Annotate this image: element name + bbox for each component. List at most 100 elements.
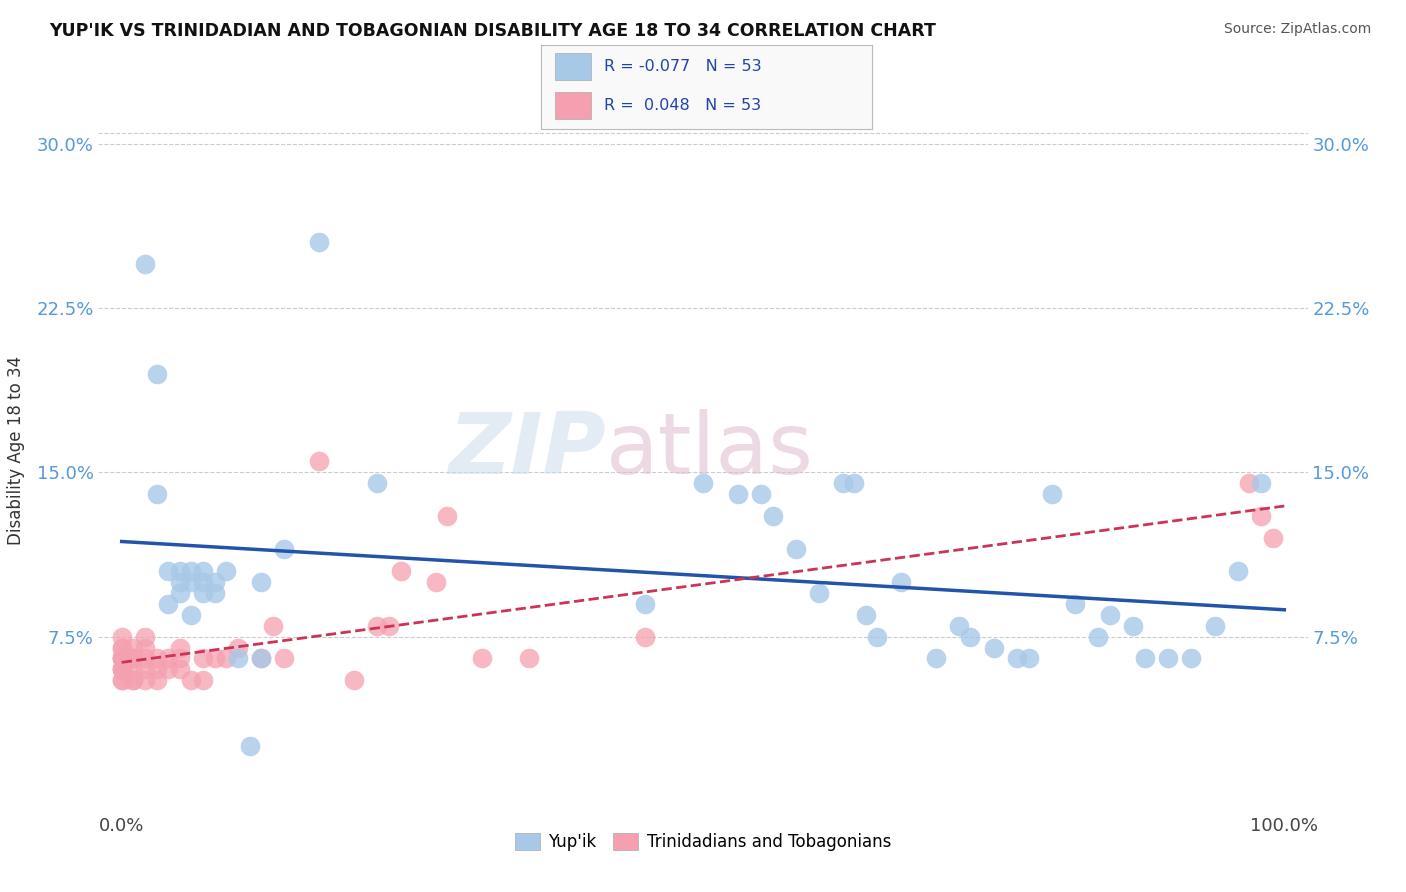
Point [145, 651, 167, 665]
Point [866, 630, 889, 644]
Point [1250, 476, 1272, 491]
Point [692, 476, 714, 491]
Point [1133, 651, 1156, 665]
Point [134, 630, 156, 644]
Point [111, 651, 134, 665]
Point [1261, 531, 1284, 545]
Point [308, 454, 330, 468]
Point [191, 574, 214, 589]
Point [111, 651, 134, 665]
Point [1064, 597, 1087, 611]
Point [844, 476, 866, 491]
Point [1098, 607, 1121, 622]
Point [1250, 509, 1272, 524]
Point [134, 662, 156, 676]
Point [191, 564, 214, 578]
Point [191, 586, 214, 600]
Point [169, 564, 191, 578]
Point [111, 640, 134, 655]
Point [204, 574, 226, 589]
Point [204, 651, 226, 665]
Point [250, 574, 273, 589]
Legend: Yup'ik, Trinidadians and Tobagonians: Yup'ik, Trinidadians and Tobagonians [509, 826, 897, 857]
Point [250, 651, 273, 665]
Point [111, 662, 134, 676]
Point [425, 574, 447, 589]
Point [169, 574, 191, 589]
Point [250, 651, 273, 665]
Point [111, 630, 134, 644]
Y-axis label: Disability Age 18 to 34: Disability Age 18 to 34 [7, 356, 25, 545]
Point [122, 662, 145, 676]
Point [180, 607, 202, 622]
Point [191, 651, 214, 665]
Point [239, 739, 262, 753]
Point [308, 235, 330, 250]
Point [111, 640, 134, 655]
Point [1180, 651, 1202, 665]
Point [273, 651, 295, 665]
Point [122, 673, 145, 688]
Point [226, 640, 249, 655]
Text: Source: ZipAtlas.com: Source: ZipAtlas.com [1223, 22, 1371, 37]
Point [378, 618, 401, 632]
Point [749, 487, 772, 501]
Point [215, 651, 238, 665]
Point [808, 586, 831, 600]
Point [134, 257, 156, 271]
Point [1157, 651, 1180, 665]
Point [180, 564, 202, 578]
Point [122, 651, 145, 665]
Point [343, 673, 366, 688]
Point [785, 541, 807, 556]
Point [983, 640, 1005, 655]
Point [1122, 618, 1144, 632]
Point [634, 597, 657, 611]
Text: R =  0.048   N = 53: R = 0.048 N = 53 [605, 98, 761, 113]
Point [634, 630, 657, 644]
Point [157, 564, 180, 578]
Point [1239, 476, 1261, 491]
Point [157, 651, 180, 665]
Point [226, 651, 249, 665]
Point [471, 651, 494, 665]
Point [169, 640, 191, 655]
Point [169, 651, 191, 665]
Point [111, 662, 134, 676]
Point [890, 574, 912, 589]
Point [122, 673, 145, 688]
Point [157, 597, 180, 611]
FancyBboxPatch shape [554, 92, 591, 120]
Point [145, 662, 167, 676]
Point [366, 618, 388, 632]
Point [1040, 487, 1063, 501]
Point [948, 618, 970, 632]
Point [1204, 618, 1226, 632]
Point [204, 586, 226, 600]
Point [1226, 564, 1249, 578]
Point [389, 564, 412, 578]
Point [366, 476, 388, 491]
Point [111, 651, 134, 665]
Point [157, 662, 180, 676]
Point [134, 673, 156, 688]
Point [111, 673, 134, 688]
Point [111, 651, 134, 665]
Point [924, 651, 946, 665]
Point [1087, 630, 1109, 644]
Point [762, 509, 785, 524]
Point [1018, 651, 1040, 665]
Point [145, 367, 167, 381]
Point [145, 673, 167, 688]
Point [134, 640, 156, 655]
Point [1005, 651, 1028, 665]
Point [727, 487, 749, 501]
Point [262, 618, 284, 632]
Text: ZIP: ZIP [449, 409, 606, 492]
Point [959, 630, 981, 644]
Text: atlas: atlas [606, 409, 814, 492]
Point [855, 607, 877, 622]
Point [145, 487, 167, 501]
Point [517, 651, 540, 665]
Point [169, 662, 191, 676]
